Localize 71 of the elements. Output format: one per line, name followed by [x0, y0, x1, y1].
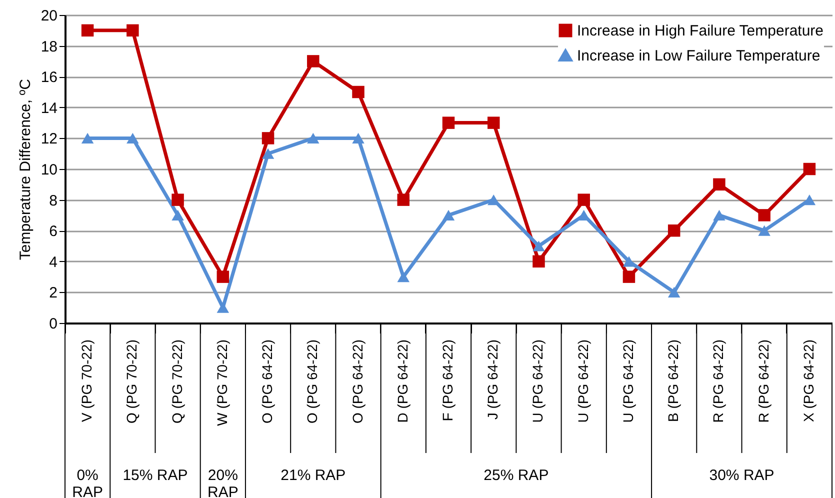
point	[803, 162, 816, 176]
x-tick-label: D (PG 64-22)	[394, 340, 410, 423]
point	[622, 256, 636, 267]
x-tick-label: U (PG 64-22)	[620, 340, 636, 423]
x-tick-label: U (PG 64-22)	[530, 340, 546, 423]
point	[352, 132, 364, 144]
y-tick-label: 14	[40, 100, 58, 117]
y-tick-label: 8	[49, 192, 58, 210]
text: 20% RAP	[207, 467, 238, 498]
point	[668, 224, 680, 237]
y-tick-label: 4	[49, 254, 58, 271]
x-tick-label: Q (PG 70-22)	[168, 340, 185, 424]
x-tick-label: Q (PG 70-22)	[124, 340, 140, 424]
point	[216, 270, 230, 283]
x-tick-label: W (PG 70-22)	[214, 340, 230, 426]
point	[532, 240, 545, 252]
point	[126, 132, 139, 144]
point	[307, 55, 320, 68]
point	[352, 86, 364, 98]
point	[172, 194, 184, 206]
x-tick-label: O (PG 64-22)	[259, 340, 276, 424]
x-tick-label: J (PG 64-22)	[484, 340, 501, 420]
point	[622, 270, 636, 283]
y-axis-title: Temperature Difference, ºC	[16, 78, 34, 260]
point	[487, 116, 500, 129]
point	[81, 132, 94, 144]
text: 21% RAP	[280, 467, 346, 484]
x-tick-label: V (PG 70-22)	[78, 340, 95, 422]
point	[668, 286, 680, 298]
x-tick-label: R (PG 64-22)	[710, 340, 726, 423]
x-tick-label: R (PG 64-22)	[755, 340, 772, 423]
text: 0% RAP	[72, 467, 103, 498]
x-tick-label: O (PG 64-22)	[304, 340, 320, 424]
point	[578, 194, 590, 206]
point	[713, 178, 726, 191]
point	[397, 271, 410, 282]
point	[262, 148, 274, 159]
point	[126, 24, 139, 37]
y-tick-label: 16	[40, 69, 58, 86]
x-tick-label: O (PG 64-22)	[349, 340, 366, 424]
legend-label: Increase in High Failure Temperature	[577, 22, 824, 40]
point	[307, 132, 320, 144]
point	[172, 210, 184, 221]
point	[487, 194, 500, 206]
point	[578, 210, 590, 221]
x-tick-label: F (PG 64-22)	[440, 340, 456, 422]
point	[442, 116, 455, 129]
x-tick-label: U (PG 64-22)	[574, 340, 591, 423]
point	[758, 209, 770, 222]
y-tick-label: 20	[40, 8, 58, 24]
y-tick-label: 2	[49, 284, 58, 302]
point	[758, 225, 770, 236]
point	[216, 302, 230, 313]
text: 15% RAP	[122, 467, 188, 484]
point	[81, 24, 94, 37]
point	[442, 210, 455, 221]
text: 25% RAP	[484, 467, 549, 484]
y-tick-label: 0	[49, 316, 58, 332]
legend-label: Increase in Low Failure Temperature	[577, 48, 820, 64]
point	[262, 132, 274, 144]
point	[532, 255, 545, 268]
y-tick-label: 6	[49, 223, 58, 240]
point	[803, 194, 816, 206]
y-tick-label: 10	[40, 162, 58, 178]
x-tick-label: X (PG 64-22)	[800, 340, 816, 422]
y-tick-label: 18	[40, 38, 58, 56]
point	[713, 210, 726, 221]
point	[397, 194, 410, 206]
x-tick-label: B (PG 64-22)	[665, 340, 682, 422]
y-tick-label: 12	[40, 130, 58, 148]
text: 30% RAP	[709, 467, 774, 484]
